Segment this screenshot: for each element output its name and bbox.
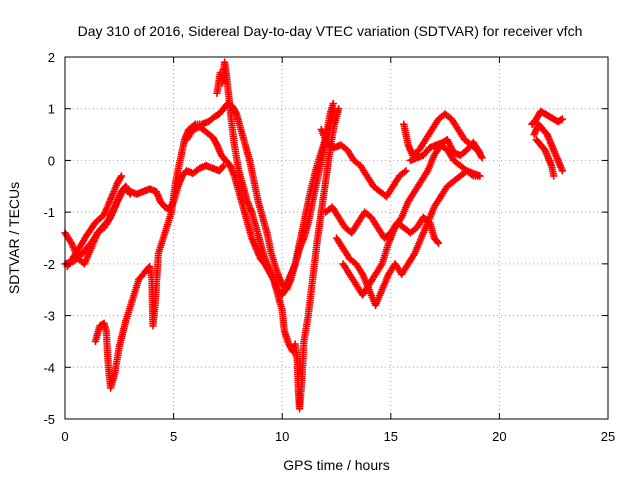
y-tick-label: -5 xyxy=(43,412,55,427)
x-tick-label: 10 xyxy=(275,429,289,444)
chart-title: Day 310 of 2016, Sidereal Day-to-day VTE… xyxy=(78,23,583,39)
series-arc-6 xyxy=(213,58,343,413)
series-arc-4 xyxy=(91,99,338,392)
series-arc-3 xyxy=(63,172,126,271)
series-arc-14 xyxy=(530,120,567,175)
series-arc-10 xyxy=(339,141,484,299)
y-tick-label: -1 xyxy=(43,205,55,220)
y-tick-label: 0 xyxy=(48,153,55,168)
y-tick-label: 2 xyxy=(48,50,55,65)
x-tick-label: 5 xyxy=(170,429,177,444)
y-tick-label: 1 xyxy=(48,102,55,117)
x-tick-label: 20 xyxy=(492,429,506,444)
series-arc-11 xyxy=(400,110,486,162)
plot-frame xyxy=(64,56,609,420)
series-arc-12 xyxy=(406,135,484,165)
x-tick-label: 25 xyxy=(601,429,615,444)
series-arc-7 xyxy=(317,125,410,201)
series-arc-13 xyxy=(528,107,567,128)
plot-area xyxy=(61,58,567,413)
x-tick-label: 15 xyxy=(384,429,398,444)
grid xyxy=(65,57,608,419)
y-tick-label: -2 xyxy=(43,257,55,272)
x-axis-label: GPS time / hours xyxy=(283,457,390,473)
y-tick-label: -3 xyxy=(43,309,55,324)
axes: 0 5 10 15 20 25 -5 -4 -3 -2 -1 0 1 2 xyxy=(43,50,615,444)
x-tick-label: 0 xyxy=(61,429,68,444)
series-arc-15 xyxy=(532,135,558,180)
y-tick-label: -4 xyxy=(43,360,55,375)
y-axis-label: SDTVAR / TECUs xyxy=(6,182,22,294)
